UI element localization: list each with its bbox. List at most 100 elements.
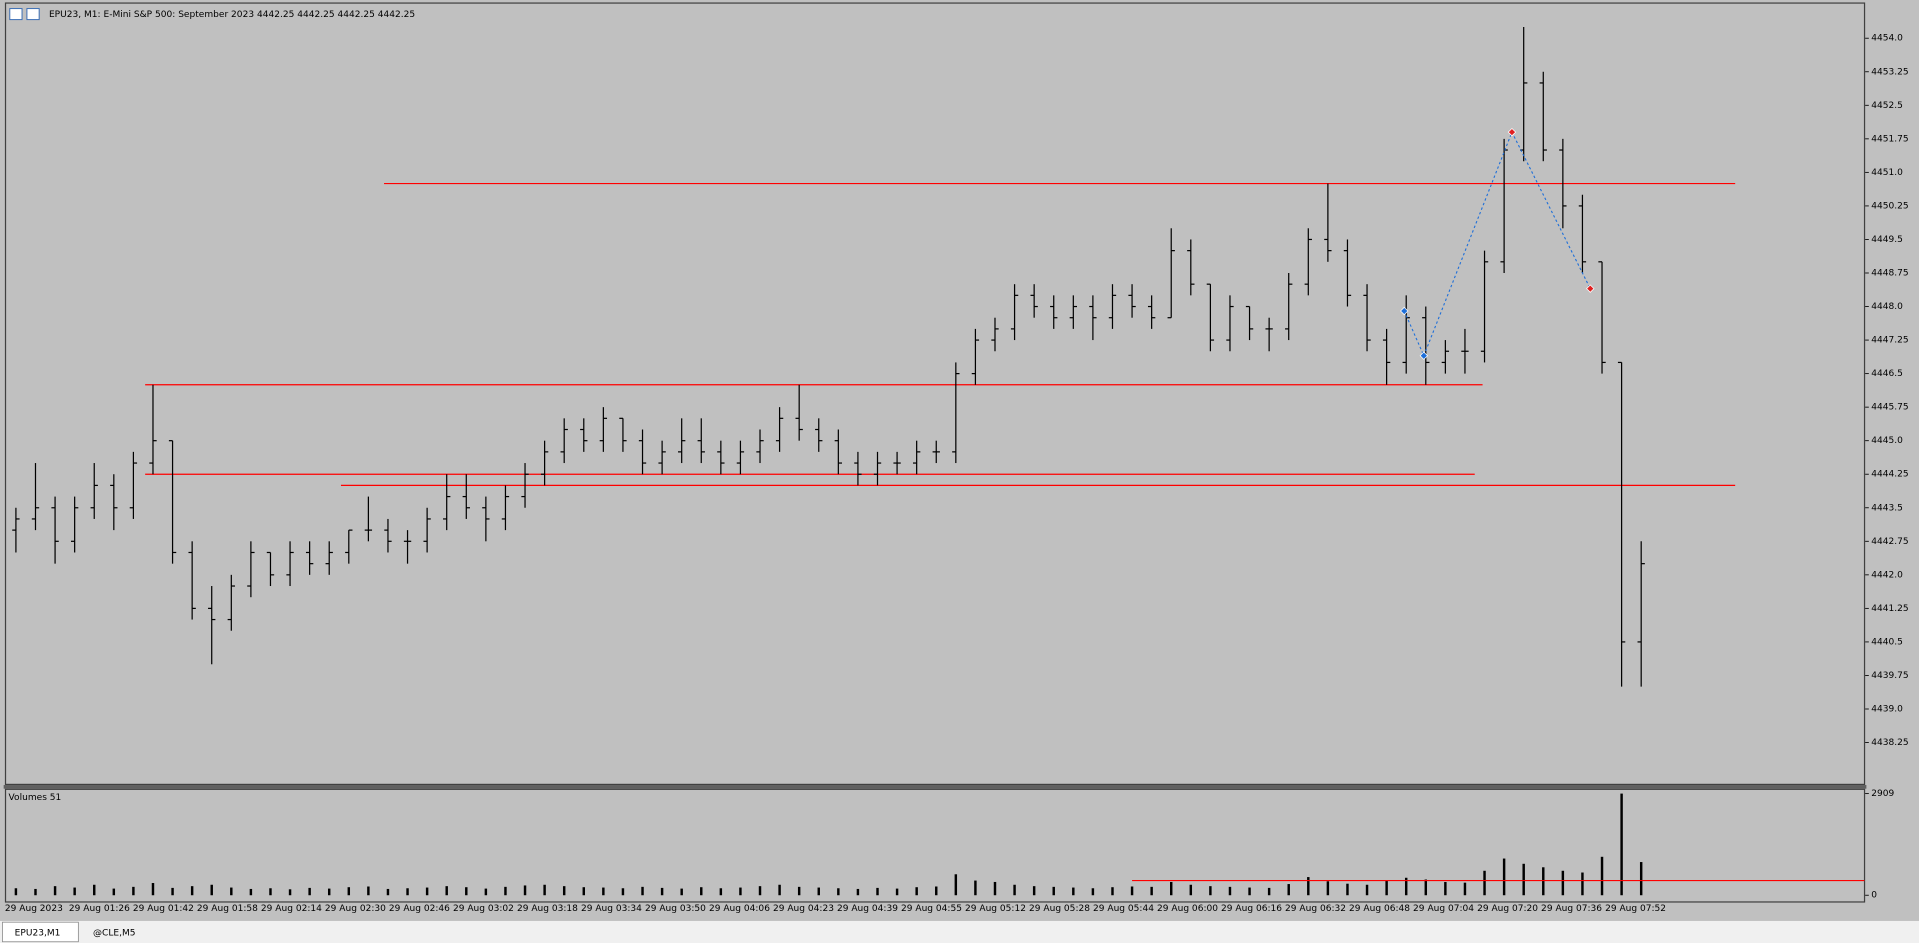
volume-bar — [1561, 870, 1565, 896]
x-tick-label: 29 Aug 02:30 — [325, 904, 386, 914]
y-tick-label: 4439.75 — [1871, 671, 1908, 681]
volume-bar — [1150, 886, 1153, 896]
y-tick-label: 4445.0 — [1871, 436, 1903, 446]
volume-bar — [1013, 884, 1016, 896]
volume-bar — [73, 887, 76, 896]
volume-bar — [308, 887, 311, 896]
volume-bar — [523, 885, 527, 896]
volume-bar — [484, 888, 488, 896]
volume-bar — [1130, 886, 1134, 896]
tab[interactable] — [2, 921, 79, 943]
volume-bar — [210, 884, 213, 896]
volume-bar — [327, 888, 331, 896]
volume-bar — [1365, 884, 1369, 896]
volume-bar — [1424, 879, 1428, 896]
x-tick-label: 29 Aug 07:04 — [1413, 904, 1474, 914]
pattern-point — [1586, 284, 1595, 293]
volume-bar — [1542, 867, 1545, 896]
volume-bar — [14, 888, 18, 896]
x-tick-label: 29 Aug 03:02 — [453, 904, 514, 914]
volume-bar — [1111, 887, 1114, 896]
y-tick-label: 4444.25 — [1871, 470, 1908, 480]
y-tick-label: 4443.5 — [1871, 503, 1903, 513]
volume-bar — [34, 888, 37, 896]
volume-bar — [132, 886, 135, 896]
volume-bar — [758, 886, 762, 896]
x-tick-label: 29 Aug 01:26 — [69, 904, 130, 914]
x-tick-label: 29 Aug 04:23 — [773, 904, 834, 914]
volume-bar — [504, 886, 507, 896]
volume-bar — [582, 887, 586, 896]
volume-label: Volumes 51 — [9, 793, 62, 803]
volume-bar — [935, 886, 938, 896]
y-tick-label: 4451.0 — [1871, 168, 1903, 178]
y-tick-label: 4451.75 — [1871, 134, 1908, 144]
volume-bar — [112, 888, 116, 896]
x-tick-label: 29 Aug 05:44 — [1093, 904, 1154, 914]
volume-bar — [602, 887, 605, 896]
volume-bar — [1091, 888, 1095, 896]
volume-bar — [1287, 884, 1290, 896]
volume-bar — [621, 888, 625, 896]
x-tick-label: 29 Aug 05:12 — [965, 904, 1026, 914]
volume-bar — [230, 887, 233, 896]
volume-bar — [1052, 886, 1055, 896]
y-tick-label: 4450.25 — [1871, 201, 1908, 211]
volume-bar — [171, 887, 174, 896]
x-tick-label: 29 Aug 01:42 — [133, 904, 194, 914]
y-tick-label: 4442.0 — [1871, 570, 1903, 580]
volume-bar — [190, 886, 194, 896]
x-tick-label: 29 Aug 02:14 — [261, 904, 322, 914]
volume-bar — [1444, 881, 1447, 896]
y-tick-label: 4447.25 — [1871, 336, 1908, 346]
volume-bar — [269, 888, 272, 896]
tab[interactable] — [80, 922, 157, 942]
tab-bar — [0, 920, 1919, 943]
volume-bar — [993, 881, 997, 896]
volume-bar — [817, 887, 820, 896]
y-tick-label: 4454.0 — [1871, 34, 1903, 44]
volume-bar — [954, 874, 958, 896]
x-tick-label: 29 Aug 06:16 — [1221, 904, 1282, 914]
y-tick-label: 4453.25 — [1871, 67, 1908, 77]
icon — [9, 8, 23, 21]
volume-bar — [1307, 877, 1310, 896]
volume-bar — [151, 883, 155, 896]
x-tick-label: 29 Aug 07:36 — [1541, 904, 1602, 914]
volume-bar — [406, 888, 409, 896]
volume-bar — [1170, 881, 1173, 896]
icon — [26, 8, 40, 21]
tab-label[interactable]: EPU23,M1 — [15, 929, 61, 939]
volume-bar — [837, 888, 840, 896]
volume-bar — [719, 888, 723, 896]
pattern-line — [1403, 130, 1591, 358]
volume-bar — [1385, 880, 1388, 896]
volume-bar — [543, 884, 546, 896]
x-tick-label: 29 Aug 04:39 — [837, 904, 898, 914]
y-tick-label: 4448.0 — [1871, 302, 1903, 312]
pattern-point — [1419, 351, 1429, 360]
volume-bar — [562, 886, 566, 896]
y-tick-label: 4446.5 — [1871, 369, 1903, 379]
x-tick-label: 29 Aug 05:28 — [1029, 904, 1090, 914]
y-tick-label: 4440.5 — [1871, 637, 1903, 647]
panel-separator — [3, 785, 1867, 789]
volume-bar — [1228, 886, 1232, 896]
volume-bar — [1404, 877, 1408, 896]
y-tick-label: 4442.75 — [1871, 537, 1908, 547]
x-tick-label: 29 Aug 06:00 — [1157, 904, 1218, 914]
volume-bar — [1463, 882, 1467, 896]
tab-label[interactable]: @CLE,M5 — [93, 929, 136, 939]
x-tick-label: 29 Aug 01:58 — [197, 904, 258, 914]
volume-bar — [1483, 870, 1486, 896]
volume-bar — [660, 887, 664, 896]
chart-icons — [9, 8, 40, 21]
x-tick-label: 29 Aug 03:34 — [581, 904, 642, 914]
volume-bar — [856, 888, 860, 896]
volume-bar — [876, 887, 879, 896]
y-tick-label: 4448.75 — [1871, 268, 1908, 278]
volume-bar — [700, 887, 703, 896]
volume-bar — [778, 884, 781, 896]
